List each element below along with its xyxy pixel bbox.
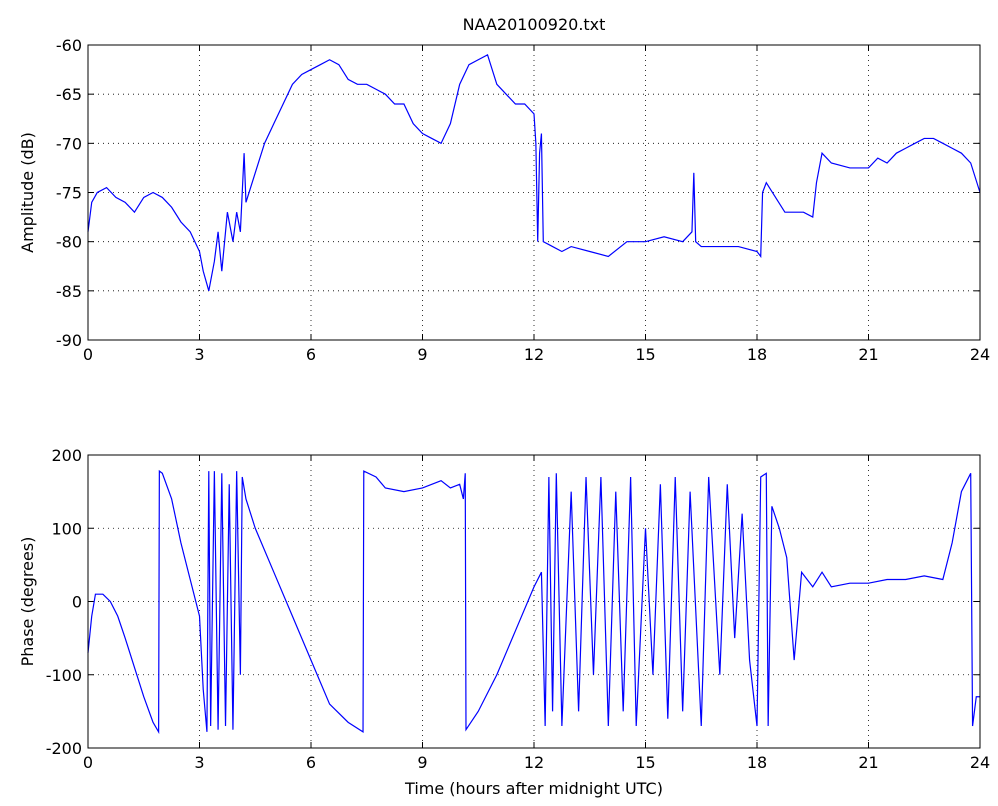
x-tick-label: 0 [83,753,93,772]
chart-title: NAA20100920.txt [463,15,606,34]
x-tick-label: 3 [194,753,204,772]
y-tick-label: -70 [56,134,82,153]
y-tick-label: -80 [56,233,82,252]
y-tick-label: -65 [56,85,82,104]
data-line [87,469,980,735]
y-tick-label: -60 [56,36,82,55]
x-tick-label: 9 [417,753,427,772]
x-tick-label: 15 [635,753,655,772]
x-tick-label: 21 [858,345,878,364]
x-tick-label: 24 [970,345,990,364]
y-tick-label: -85 [56,282,82,301]
x-tick-label: 6 [306,345,316,364]
x-tick-label: 21 [858,753,878,772]
y-tick-label: -200 [46,739,82,758]
x-tick-label: 18 [747,753,767,772]
x-tick-label: 3 [194,345,204,364]
x-tick-label: 18 [747,345,767,364]
y-axis-label: Phase (degrees) [18,537,37,667]
y-tick-label: 100 [51,519,82,538]
x-tick-label: 12 [524,345,544,364]
y-tick-label: 200 [51,446,82,465]
x-tick-label: 9 [417,345,427,364]
x-tick-label: 24 [970,753,990,772]
axes-frame [87,454,981,749]
x-tick-label: 12 [524,753,544,772]
x-tick-label: 6 [306,753,316,772]
y-tick-label: -100 [46,666,82,685]
x-tick-label: 15 [635,345,655,364]
x-tick-label: 0 [83,345,93,364]
axes-frame [87,44,981,341]
y-tick-label: -90 [56,331,82,350]
y-axis-label: Amplitude (dB) [18,132,37,253]
y-tick-label: -75 [56,184,82,203]
y-tick-label: 0 [72,593,82,612]
x-axis-label: Time (hours after midnight UTC) [404,779,663,798]
data-line [87,53,981,291]
